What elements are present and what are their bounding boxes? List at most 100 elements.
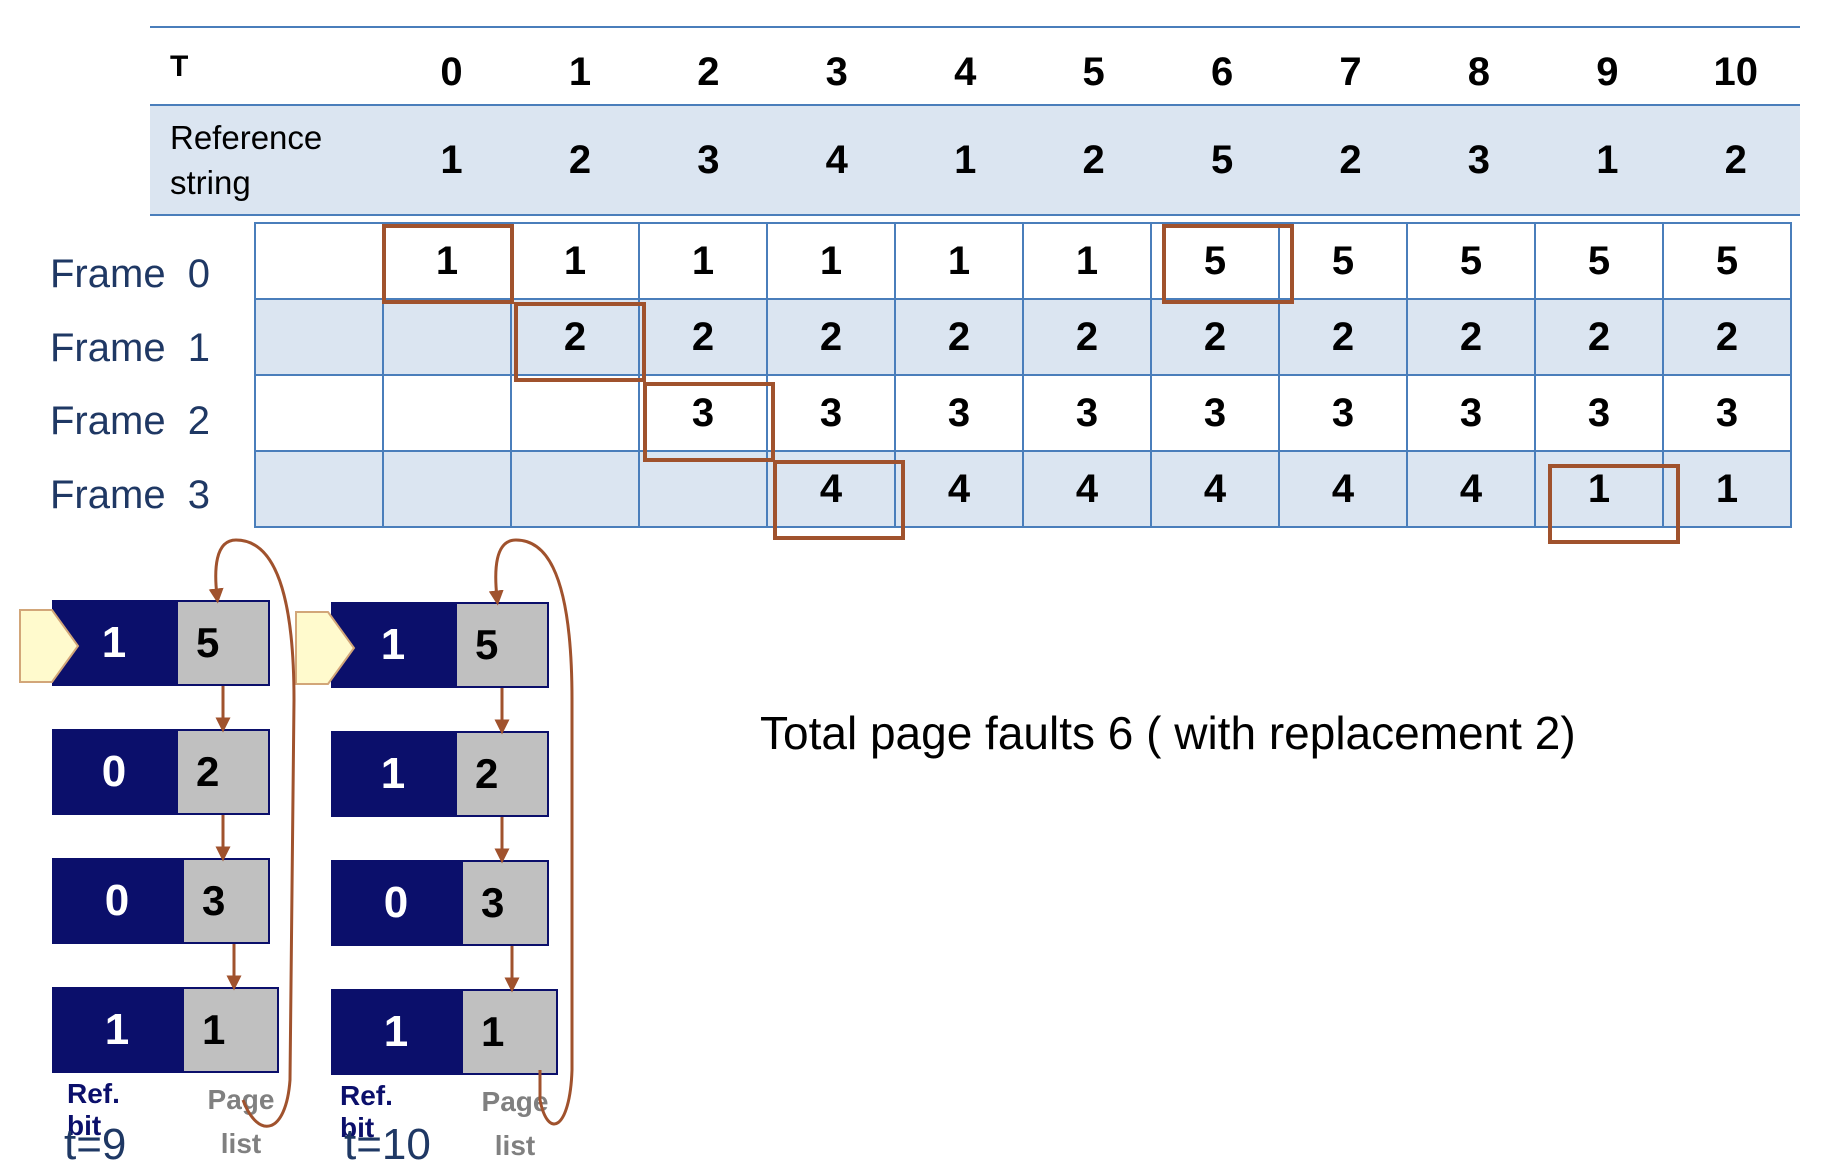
frame-0-row: 1 1 1 1 1 1 5 5 5 5 5 bbox=[254, 222, 1792, 300]
page-cell: 2 bbox=[176, 729, 270, 815]
ref-bit-cell: 1 bbox=[331, 602, 455, 688]
time-cell: 8 bbox=[1467, 49, 1491, 94]
frame-1-label: Frame 1 bbox=[50, 326, 211, 370]
frame-cell: 2 bbox=[1278, 298, 1408, 376]
frame-cell: 2 bbox=[510, 298, 640, 376]
page-caption-line1: Page bbox=[481, 1086, 549, 1117]
frame-cell: 2 bbox=[638, 298, 768, 376]
clock-hand-pointer-icon bbox=[19, 609, 80, 683]
frame-cell: 5 bbox=[1150, 222, 1280, 300]
frame-cell: 3 bbox=[1022, 374, 1152, 452]
frame-cell: 1 bbox=[382, 222, 512, 300]
page-caption-line2: list bbox=[494, 1130, 536, 1161]
time-label-t10: t=10 bbox=[344, 1120, 431, 1169]
page-cell: 5 bbox=[455, 602, 549, 688]
page-caption-line2: list bbox=[220, 1128, 262, 1159]
page-cell: 2 bbox=[455, 731, 549, 817]
frame-cell: 2 bbox=[1022, 298, 1152, 376]
page-list-caption: Page list bbox=[196, 1078, 286, 1166]
frame-cell bbox=[382, 450, 512, 528]
reference-label-line2: string bbox=[170, 164, 251, 201]
ref-bit-cell: 1 bbox=[52, 987, 182, 1073]
frame-cell: 2 bbox=[1534, 298, 1664, 376]
frame-cell: 2 bbox=[1406, 298, 1536, 376]
frame-cell: 4 bbox=[1150, 450, 1280, 528]
ref-bit-caption: Ref. bit bbox=[340, 1080, 393, 1143]
frame-cell bbox=[254, 298, 384, 376]
time-cell: 3 bbox=[825, 49, 848, 94]
page-cell: 5 bbox=[176, 600, 270, 686]
frame-cell: 5 bbox=[1534, 222, 1664, 300]
frame-cell bbox=[510, 374, 640, 452]
frame-cell: 4 bbox=[1278, 450, 1408, 528]
frame-cell: 1 bbox=[638, 222, 768, 300]
frame-cell: 3 bbox=[1278, 374, 1408, 452]
time-cell: 4 bbox=[954, 49, 977, 94]
reference-label-line1: Reference bbox=[170, 119, 323, 156]
frame-cell: 3 bbox=[1406, 374, 1536, 452]
frame-1-row: 2 2 2 2 2 2 2 2 2 2 bbox=[254, 298, 1792, 376]
frame-cell: 2 bbox=[1150, 298, 1280, 376]
time-cell: 7 bbox=[1339, 49, 1362, 94]
table-top-rule bbox=[150, 26, 1800, 28]
time-label-t9: t=9 bbox=[64, 1120, 127, 1169]
reference-cell: 2 bbox=[1339, 137, 1362, 182]
frame-cell bbox=[510, 450, 640, 528]
time-cell: 0 bbox=[440, 49, 463, 94]
frame-cell: 3 bbox=[1534, 374, 1664, 452]
circular-loop-arrow-icon bbox=[488, 538, 574, 1126]
reference-cell: 4 bbox=[825, 137, 848, 182]
ref-bit-caption: Ref. bit bbox=[67, 1078, 120, 1141]
frame-cell: 2 bbox=[766, 298, 896, 376]
ref-bit-cell: 0 bbox=[52, 729, 176, 815]
frame-cell: 4 bbox=[894, 450, 1024, 528]
time-cell: 2 bbox=[697, 49, 720, 94]
time-cell: 5 bbox=[1082, 49, 1105, 94]
page-cell: 3 bbox=[182, 858, 270, 944]
clock-hand-pointer-icon bbox=[295, 611, 356, 685]
page-cell: 3 bbox=[461, 860, 549, 946]
frame-cell: 3 bbox=[894, 374, 1024, 452]
reference-cell: 1 bbox=[954, 137, 977, 182]
time-cell: 1 bbox=[568, 49, 592, 94]
frame-cell: 3 bbox=[766, 374, 896, 452]
ref-bit-cell: 0 bbox=[331, 860, 461, 946]
frame-3-label: Frame 3 bbox=[50, 473, 211, 517]
page-cell: 1 bbox=[461, 989, 558, 1075]
time-cell: 6 bbox=[1210, 49, 1234, 94]
frame-cell bbox=[382, 374, 512, 452]
reference-cell: 1 bbox=[440, 137, 463, 182]
frame-cell bbox=[638, 450, 768, 528]
reference-bottom-rule bbox=[150, 214, 1800, 216]
reference-cell: 1 bbox=[1596, 137, 1619, 182]
frame-cell: 1 bbox=[510, 222, 640, 300]
reference-cell: 5 bbox=[1210, 137, 1234, 182]
frame-cell bbox=[382, 298, 512, 376]
frame-cell: 1 bbox=[1022, 222, 1152, 300]
frame-cell: 1 bbox=[766, 222, 896, 300]
frame-cell: 1 bbox=[1534, 450, 1664, 528]
page-caption-line1: Page bbox=[207, 1084, 275, 1115]
header-divider bbox=[150, 104, 1800, 106]
frame-cell: 4 bbox=[1406, 450, 1536, 528]
ref-bit-cell: 1 bbox=[331, 731, 455, 817]
frame-cell: 5 bbox=[1406, 222, 1536, 300]
total-page-faults-summary: Total page faults 6 ( with replacement 2… bbox=[760, 707, 1576, 759]
circular-loop-arrow-icon bbox=[208, 538, 296, 1128]
page-list-caption: Page list bbox=[470, 1080, 560, 1168]
ref-bit-cell: 0 bbox=[52, 858, 182, 944]
time-header-label: T bbox=[170, 50, 189, 83]
time-cell: 10 bbox=[1713, 49, 1759, 94]
frame-2-label: Frame 2 bbox=[50, 399, 211, 443]
time-header-row: T 0 1 2 3 4 5 6 7 8 9 10 bbox=[150, 40, 1800, 104]
frame-cell: 3 bbox=[638, 374, 768, 452]
frame-cell: 3 bbox=[1150, 374, 1280, 452]
frame-cell: 2 bbox=[1662, 298, 1792, 376]
frame-cell bbox=[254, 374, 384, 452]
frame-0-label: Frame 0 bbox=[50, 252, 211, 296]
reference-cell: 3 bbox=[697, 137, 720, 182]
frame-cell: 3 bbox=[1662, 374, 1792, 452]
ref-bit-cell: 1 bbox=[331, 989, 461, 1075]
frame-cell: 5 bbox=[1662, 222, 1792, 300]
